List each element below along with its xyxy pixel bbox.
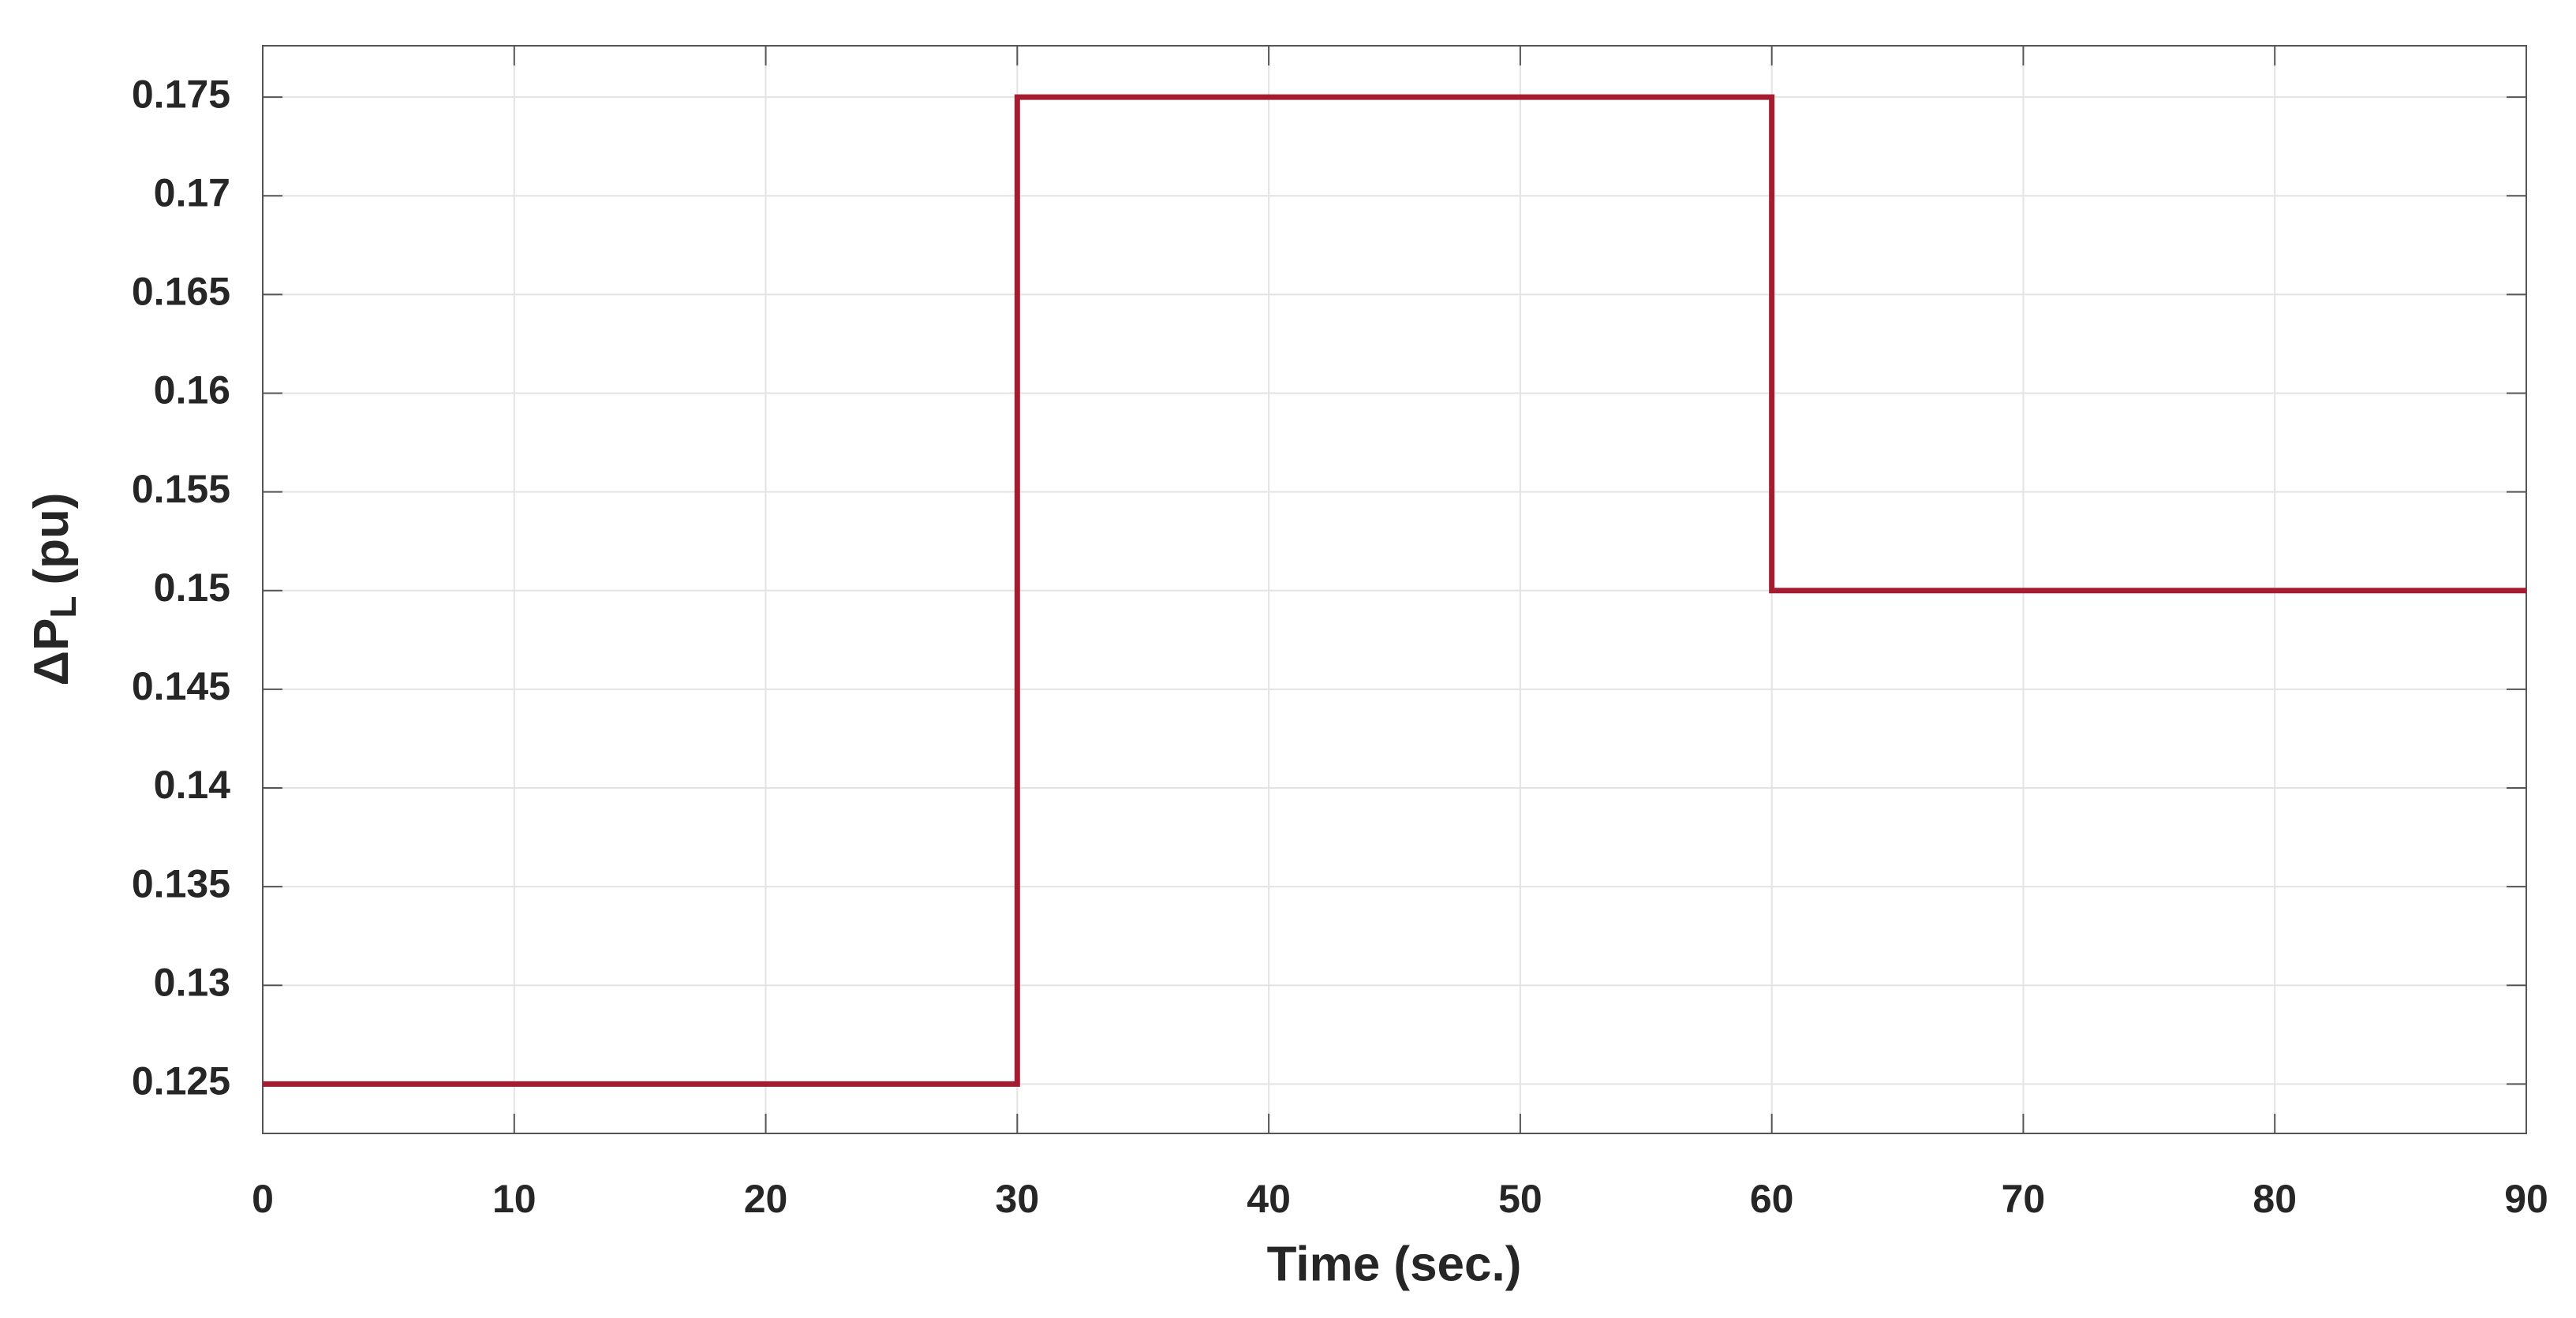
x-tick-label: 70 bbox=[2002, 1177, 2046, 1221]
y-tick-label: 0.15 bbox=[154, 566, 230, 610]
y-tick-label: 0.125 bbox=[132, 1059, 230, 1103]
y-label-unit: (pu) bbox=[24, 492, 79, 584]
y-label-main: ΔP bbox=[24, 618, 79, 686]
x-tick-label: 30 bbox=[996, 1177, 1040, 1221]
data-line bbox=[263, 94, 2526, 1087]
x-tick-label: 40 bbox=[1247, 1177, 1291, 1221]
x-tick-label: 0 bbox=[252, 1177, 274, 1221]
y-tick-label: 0.14 bbox=[154, 763, 231, 807]
x-axis-label: Time (sec.) bbox=[1267, 1237, 1522, 1291]
y-tick-label: 0.155 bbox=[132, 467, 230, 511]
y-tick-label: 0.135 bbox=[132, 861, 230, 905]
x-tick-label: 10 bbox=[492, 1177, 537, 1221]
y-tick-label: 0.13 bbox=[154, 960, 230, 1004]
x-tick-label: 50 bbox=[1498, 1177, 1542, 1221]
y-label-sub: L bbox=[43, 596, 84, 618]
y-tick-label: 0.145 bbox=[132, 664, 230, 708]
x-tick-label: 80 bbox=[2253, 1177, 2297, 1221]
y-tick-label: 0.175 bbox=[132, 72, 230, 116]
x-tick-label: 20 bbox=[744, 1177, 788, 1221]
y-tick-label: 0.165 bbox=[132, 270, 230, 314]
y-tick-label: 0.17 bbox=[154, 170, 230, 215]
x-tick-label: 90 bbox=[2504, 1177, 2548, 1221]
x-tick-label: 60 bbox=[1750, 1177, 1794, 1221]
y-axis-label: ΔPL (pu) bbox=[24, 492, 84, 685]
y-tick-label: 0.16 bbox=[154, 368, 230, 413]
